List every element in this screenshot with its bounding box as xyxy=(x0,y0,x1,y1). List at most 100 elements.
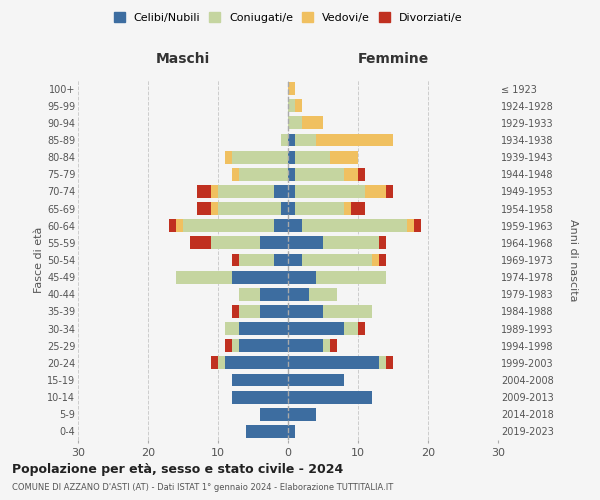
Bar xyxy=(323,236,379,250)
Bar xyxy=(211,202,218,215)
Bar xyxy=(288,100,295,112)
Bar xyxy=(288,185,295,198)
Bar xyxy=(211,236,260,250)
Text: COMUNE DI AZZANO D'ASTI (AT) - Dati ISTAT 1° gennaio 2024 - Elaborazione TUTTITA: COMUNE DI AZZANO D'ASTI (AT) - Dati ISTA… xyxy=(12,482,393,492)
Bar xyxy=(295,202,344,215)
Bar xyxy=(288,254,302,266)
Bar xyxy=(295,100,302,112)
Bar xyxy=(232,340,239,352)
Bar xyxy=(379,254,386,266)
Bar xyxy=(225,322,239,335)
Bar xyxy=(281,134,288,146)
Bar xyxy=(260,236,288,250)
Bar xyxy=(288,150,295,164)
Bar xyxy=(288,305,323,318)
Bar xyxy=(260,288,288,300)
Bar xyxy=(225,150,232,164)
Bar xyxy=(197,185,211,198)
Bar xyxy=(232,374,288,386)
Bar xyxy=(281,202,288,215)
Bar xyxy=(239,305,260,318)
Y-axis label: Fasce di età: Fasce di età xyxy=(34,227,44,293)
Text: Femmine: Femmine xyxy=(358,52,428,66)
Bar xyxy=(239,168,288,180)
Bar xyxy=(344,202,351,215)
Bar xyxy=(288,236,323,250)
Bar xyxy=(288,134,295,146)
Bar xyxy=(330,150,358,164)
Bar xyxy=(365,185,386,198)
Bar xyxy=(358,168,365,180)
Text: Popolazione per età, sesso e stato civile - 2024: Popolazione per età, sesso e stato civil… xyxy=(12,462,343,475)
Bar xyxy=(316,134,393,146)
Bar xyxy=(323,305,372,318)
Bar xyxy=(232,305,239,318)
Bar xyxy=(309,288,337,300)
Bar xyxy=(288,340,323,352)
Bar xyxy=(183,220,274,232)
Legend: Celibi/Nubili, Coniugati/e, Vedovi/e, Divorziati/e: Celibi/Nubili, Coniugati/e, Vedovi/e, Di… xyxy=(109,8,467,28)
Bar xyxy=(288,202,295,215)
Bar xyxy=(218,185,274,198)
Bar xyxy=(288,270,316,283)
Bar xyxy=(288,116,302,130)
Bar xyxy=(288,425,295,438)
Bar xyxy=(232,168,239,180)
Bar xyxy=(232,390,288,404)
Bar xyxy=(386,185,393,198)
Bar xyxy=(260,305,288,318)
Bar xyxy=(302,220,407,232)
Bar xyxy=(295,134,316,146)
Bar xyxy=(274,185,288,198)
Bar xyxy=(288,390,372,404)
Bar xyxy=(288,288,309,300)
Bar xyxy=(358,322,365,335)
Bar xyxy=(239,322,288,335)
Bar xyxy=(288,374,344,386)
Bar xyxy=(197,202,211,215)
Bar xyxy=(288,356,379,370)
Bar xyxy=(302,254,372,266)
Bar xyxy=(379,236,386,250)
Y-axis label: Anni di nascita: Anni di nascita xyxy=(568,219,578,301)
Bar xyxy=(414,220,421,232)
Bar xyxy=(386,356,393,370)
Bar xyxy=(295,185,365,198)
Bar xyxy=(274,220,288,232)
Bar xyxy=(295,150,330,164)
Bar xyxy=(176,220,183,232)
Bar xyxy=(218,202,281,215)
Bar xyxy=(225,340,232,352)
Bar xyxy=(239,340,288,352)
Bar xyxy=(344,322,358,335)
Bar xyxy=(288,168,295,180)
Bar xyxy=(288,82,295,95)
Bar xyxy=(288,408,316,420)
Bar xyxy=(351,202,365,215)
Bar xyxy=(260,408,288,420)
Bar xyxy=(288,220,302,232)
Bar xyxy=(225,356,288,370)
Bar xyxy=(211,185,218,198)
Bar xyxy=(288,322,344,335)
Bar xyxy=(232,254,239,266)
Bar xyxy=(372,254,379,266)
Bar xyxy=(169,220,176,232)
Bar xyxy=(218,356,225,370)
Bar xyxy=(295,168,344,180)
Bar xyxy=(211,356,218,370)
Bar xyxy=(330,340,337,352)
Bar xyxy=(316,270,386,283)
Bar xyxy=(407,220,414,232)
Bar xyxy=(239,254,274,266)
Bar xyxy=(379,356,386,370)
Bar xyxy=(344,168,358,180)
Bar xyxy=(190,236,211,250)
Bar xyxy=(232,150,288,164)
Bar xyxy=(176,270,232,283)
Bar xyxy=(239,288,260,300)
Bar xyxy=(274,254,288,266)
Bar xyxy=(302,116,323,130)
Bar xyxy=(323,340,330,352)
Text: Maschi: Maschi xyxy=(156,52,210,66)
